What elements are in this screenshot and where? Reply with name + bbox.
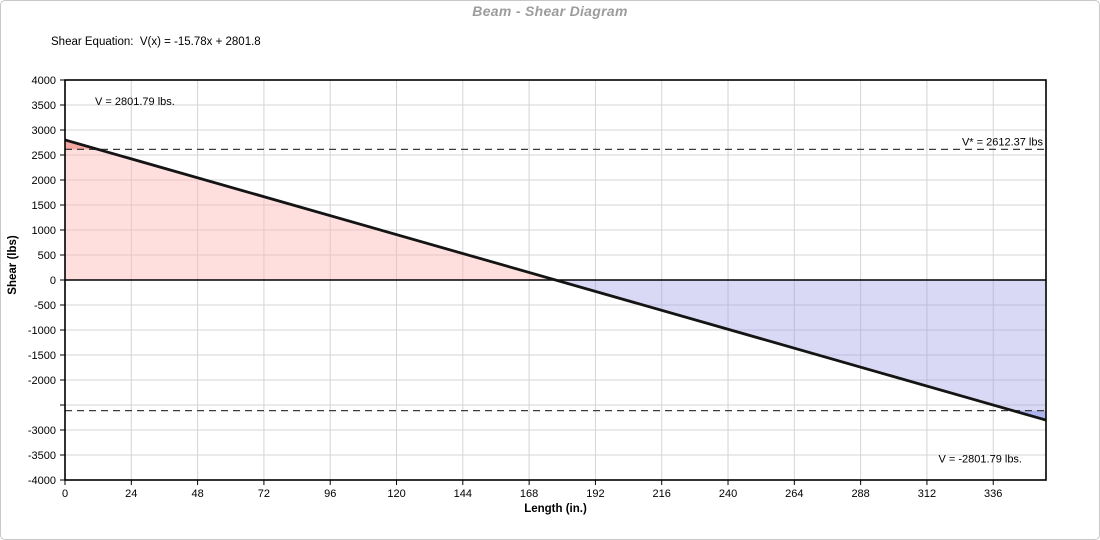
svg-text:96: 96 [324,488,336,500]
svg-text:-500: -500 [34,300,56,312]
svg-text:0: 0 [62,488,68,500]
svg-text:1000: 1000 [32,225,56,237]
svg-text:-2000: -2000 [28,375,56,387]
svg-text:216: 216 [653,488,671,500]
svg-text:-1500: -1500 [28,350,56,362]
svg-text:336: 336 [984,488,1002,500]
annotation-v-min: V = -2801.79 lbs. [939,454,1022,466]
x-axis-title: Length (in.) [524,503,587,515]
svg-text:288: 288 [851,488,869,500]
y-tick-labels: 4000 3500 3000 2500 2000 1500 1000 500 0 -500 -100… [28,75,65,487]
svg-text:3000: 3000 [32,125,56,137]
svg-text:48: 48 [191,488,203,500]
svg-text:3500: 3500 [32,100,56,112]
svg-text:240: 240 [719,488,737,500]
svg-text:4000: 4000 [32,75,56,87]
svg-text:24: 24 [125,488,137,500]
svg-text:1500: 1500 [32,200,56,212]
svg-text:-1000: -1000 [28,325,56,337]
svg-text:2500: 2500 [32,150,56,162]
svg-text:144: 144 [454,488,472,500]
annotation-v-star: V* = 2612.37 lbs [962,136,1044,148]
y-axis-title: Shear (lbs) [7,235,19,295]
x-tick-labels: 0 24 48 72 96 120 144 168 192 216 240 264 288 312 336 [62,480,1002,500]
svg-text:192: 192 [586,488,604,500]
svg-text:2000: 2000 [32,175,56,187]
annotation-v-max: V = 2801.79 lbs. [95,96,175,108]
svg-text:0: 0 [50,275,56,287]
svg-text:72: 72 [258,488,270,500]
svg-text:264: 264 [785,488,803,500]
svg-text:500: 500 [38,250,56,262]
svg-text:-4000: -4000 [28,475,56,487]
svg-text:-3000: -3000 [28,425,56,437]
shear-equation-label: Shear Equation: V(x) = -15.78x + 2801.8 [51,36,261,48]
shear-line [64,138,1047,422]
svg-text:312: 312 [918,488,936,500]
chart-title: Beam - Shear Diagram [472,3,628,19]
svg-text:120: 120 [387,488,405,500]
svg-text:-3500: -3500 [28,450,56,462]
svg-text:168: 168 [520,488,538,500]
